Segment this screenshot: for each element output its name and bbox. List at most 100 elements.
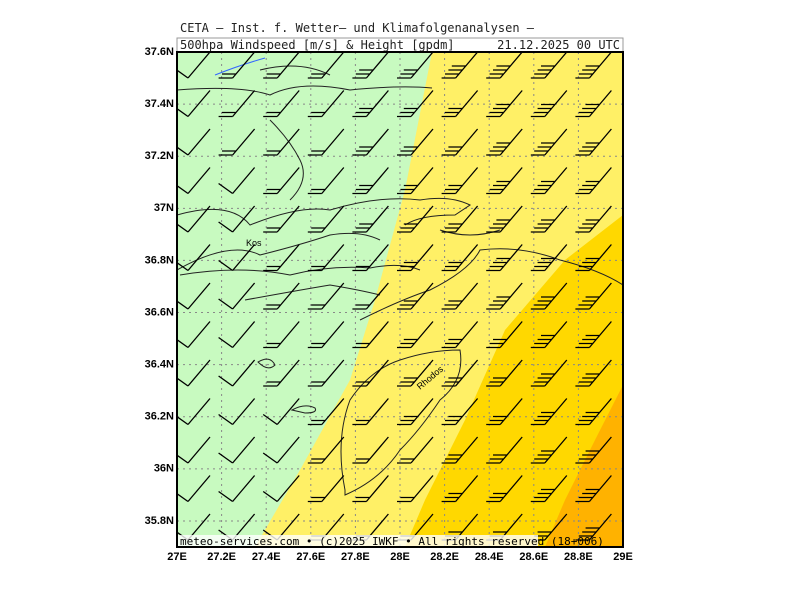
y-tick-label: 35.8N bbox=[145, 515, 174, 527]
wind-barb bbox=[486, 90, 523, 118]
island bbox=[257, 358, 316, 414]
rhodes-coast bbox=[340, 349, 462, 496]
wind-barb bbox=[177, 398, 211, 426]
wind-barb bbox=[575, 205, 612, 233]
wind-barb bbox=[397, 398, 434, 426]
wind-barb bbox=[486, 359, 523, 387]
wind-barb bbox=[575, 282, 612, 310]
wind-barb bbox=[575, 475, 612, 503]
wind-barb bbox=[530, 436, 568, 464]
wind-barb bbox=[177, 90, 211, 118]
wind-barb bbox=[218, 90, 256, 118]
wind-barb bbox=[441, 205, 479, 233]
wind-barb bbox=[307, 167, 345, 195]
wind-barb bbox=[441, 244, 479, 272]
wind-barb bbox=[530, 52, 568, 79]
wind-barb bbox=[575, 90, 612, 118]
wind-barb bbox=[263, 128, 300, 156]
y-tick-label: 37.2N bbox=[145, 150, 174, 162]
wind-barb bbox=[575, 52, 612, 79]
wind-barb bbox=[441, 90, 479, 118]
wind-barb bbox=[262, 475, 300, 503]
coastline bbox=[177, 65, 433, 201]
wind-barb bbox=[218, 398, 256, 426]
wind-barb bbox=[441, 128, 479, 156]
wind-barb bbox=[177, 167, 211, 195]
wind-barb bbox=[262, 398, 300, 426]
wind-barb bbox=[218, 436, 256, 464]
river bbox=[214, 57, 266, 76]
wind-barb bbox=[441, 282, 479, 310]
wind-barb bbox=[218, 52, 256, 79]
wind-barb bbox=[307, 52, 345, 79]
place-label: Kos bbox=[246, 238, 262, 248]
x-tick-label: 27.2E bbox=[207, 551, 236, 563]
wind-barb bbox=[352, 282, 389, 310]
x-tick-label: 28E bbox=[390, 551, 410, 563]
y-tick-label: 36N bbox=[154, 463, 174, 475]
y-tick-label: 37.6N bbox=[145, 46, 174, 58]
wind-barb bbox=[530, 244, 568, 272]
wind-barb bbox=[218, 205, 256, 233]
wind-barb bbox=[177, 128, 211, 156]
y-tick-label: 37.4N bbox=[145, 98, 174, 110]
wind-barb bbox=[263, 90, 300, 118]
wind-barb bbox=[352, 359, 389, 387]
wind-barb bbox=[352, 205, 389, 233]
wind-barb bbox=[177, 436, 211, 464]
wind-barb bbox=[352, 475, 389, 503]
wind-barb bbox=[352, 244, 389, 272]
wind-barb bbox=[575, 321, 612, 349]
wind-barb bbox=[575, 436, 612, 464]
wind-barb bbox=[575, 513, 612, 541]
wind-barb bbox=[352, 398, 389, 426]
wind-barb bbox=[397, 244, 434, 272]
wind-barb bbox=[441, 436, 479, 464]
wind-barb bbox=[263, 244, 300, 272]
wind-barb bbox=[218, 475, 256, 503]
y-tick-label: 36.8N bbox=[145, 254, 174, 266]
y-tick-label: 36.2N bbox=[145, 411, 174, 423]
wind-barb bbox=[397, 205, 434, 233]
wind-barb bbox=[263, 282, 300, 310]
wind-barb bbox=[352, 128, 389, 156]
wind-barb bbox=[263, 167, 300, 195]
wind-barb bbox=[352, 52, 389, 79]
header-org: CETA — Inst. f. Wetter— und Klimafolgena… bbox=[180, 21, 535, 35]
wind-barb bbox=[218, 359, 256, 387]
wind-barb bbox=[441, 359, 479, 387]
wind-barb bbox=[307, 398, 345, 426]
wind-barb bbox=[486, 128, 523, 156]
wind-barb bbox=[397, 167, 434, 195]
x-tick-label: 28.4E bbox=[475, 551, 504, 563]
x-tick-label: 28.8E bbox=[564, 551, 593, 563]
wind-barb bbox=[263, 321, 300, 349]
footer: meteo-services.com • (c)2025 IWKF • All … bbox=[180, 535, 604, 548]
wind-barb bbox=[530, 167, 568, 195]
wind-barb bbox=[530, 282, 568, 310]
wind-barb bbox=[397, 475, 434, 503]
wind-barb bbox=[307, 436, 345, 464]
wind-barb bbox=[486, 167, 523, 195]
wind-barb bbox=[575, 359, 612, 387]
x-tick-label: 27.4E bbox=[252, 551, 281, 563]
wind-barb bbox=[307, 475, 345, 503]
wind-barb bbox=[486, 475, 523, 503]
wind-barb bbox=[218, 244, 256, 272]
wind-barb bbox=[307, 282, 345, 310]
wind-barb bbox=[575, 398, 612, 426]
wind-barb bbox=[352, 90, 389, 118]
wind-barb bbox=[575, 128, 612, 156]
x-tick-label: 28.2E bbox=[430, 551, 459, 563]
wind-barb bbox=[530, 205, 568, 233]
wind-barb bbox=[530, 321, 568, 349]
wind-barb bbox=[397, 52, 434, 79]
wind-barb bbox=[177, 359, 211, 387]
wind-barb bbox=[218, 282, 256, 310]
wind-barb bbox=[397, 282, 434, 310]
coastline bbox=[177, 232, 421, 301]
wind-barb bbox=[486, 244, 523, 272]
wind-barb bbox=[307, 321, 345, 349]
map-area: Kos Rhodos meteo-services.com • (c)2025 … bbox=[177, 52, 623, 548]
